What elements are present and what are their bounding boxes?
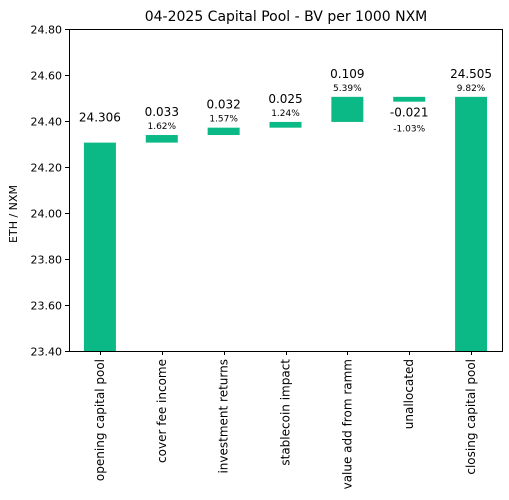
bar-7 — [455, 96, 488, 351]
value-label: 24.505 — [450, 67, 492, 81]
bar-6 — [393, 96, 426, 102]
y-axis: 23.40 23.60 23.80 24.00 24.20 24.40 24.60 24.80 — [31, 24, 69, 359]
percent-label: 1.62% — [147, 122, 176, 132]
value-label: 0.033 — [145, 105, 179, 119]
y-tick-label: 24.40 — [31, 116, 63, 129]
x-tick-label: unallocated — [402, 359, 416, 429]
x-tick-label: cover fee income — [155, 359, 169, 463]
x-tick-label: closing capital pool — [464, 359, 478, 475]
chart-title: 04-2025 Capital Pool - BV per 1000 NXM — [145, 9, 428, 25]
percent-label: -1.03% — [393, 125, 425, 135]
y-tick-label: 23.40 — [31, 346, 63, 359]
percent-label: 1.57% — [209, 115, 238, 125]
value-label: 0.032 — [206, 98, 240, 112]
percent-label: 9.82% — [457, 84, 486, 94]
value-label: 0.109 — [330, 67, 364, 81]
bars-layer — [83, 96, 488, 351]
value-label: 0.025 — [268, 92, 302, 106]
percent-label: 1.24% — [271, 109, 300, 119]
bar-3 — [207, 127, 240, 136]
bar-2 — [145, 135, 178, 143]
bar-5 — [331, 96, 364, 122]
bar-1 — [83, 142, 116, 351]
x-tick-label: value add from ramm — [340, 359, 354, 489]
bar-4 — [269, 121, 302, 128]
value-label: -0.021 — [390, 106, 429, 120]
percent-label: 5.39% — [333, 84, 362, 94]
y-tick-label: 23.60 — [31, 300, 63, 313]
data-labels-layer: 24.306 0.033 1.62% 0.032 1.57% 0.025 1.24% 0.10… — [79, 67, 492, 135]
value-label: 24.306 — [79, 111, 121, 125]
y-tick-label: 24.00 — [31, 208, 63, 221]
x-tick-label: opening capital pool — [93, 359, 107, 481]
y-tick-label: 24.80 — [31, 24, 63, 37]
y-tick-label: 23.80 — [31, 254, 63, 267]
x-tick-label: investment returns — [217, 359, 231, 474]
y-tick-label: 24.20 — [31, 162, 63, 175]
y-axis-label: ETH / NXM — [7, 185, 20, 243]
x-axis: opening capital pool cover fee income inve… — [93, 351, 478, 489]
y-tick-label: 24.60 — [31, 70, 63, 83]
x-tick-label: stablecoin impact — [279, 359, 293, 466]
plot-frame — [69, 29, 503, 352]
